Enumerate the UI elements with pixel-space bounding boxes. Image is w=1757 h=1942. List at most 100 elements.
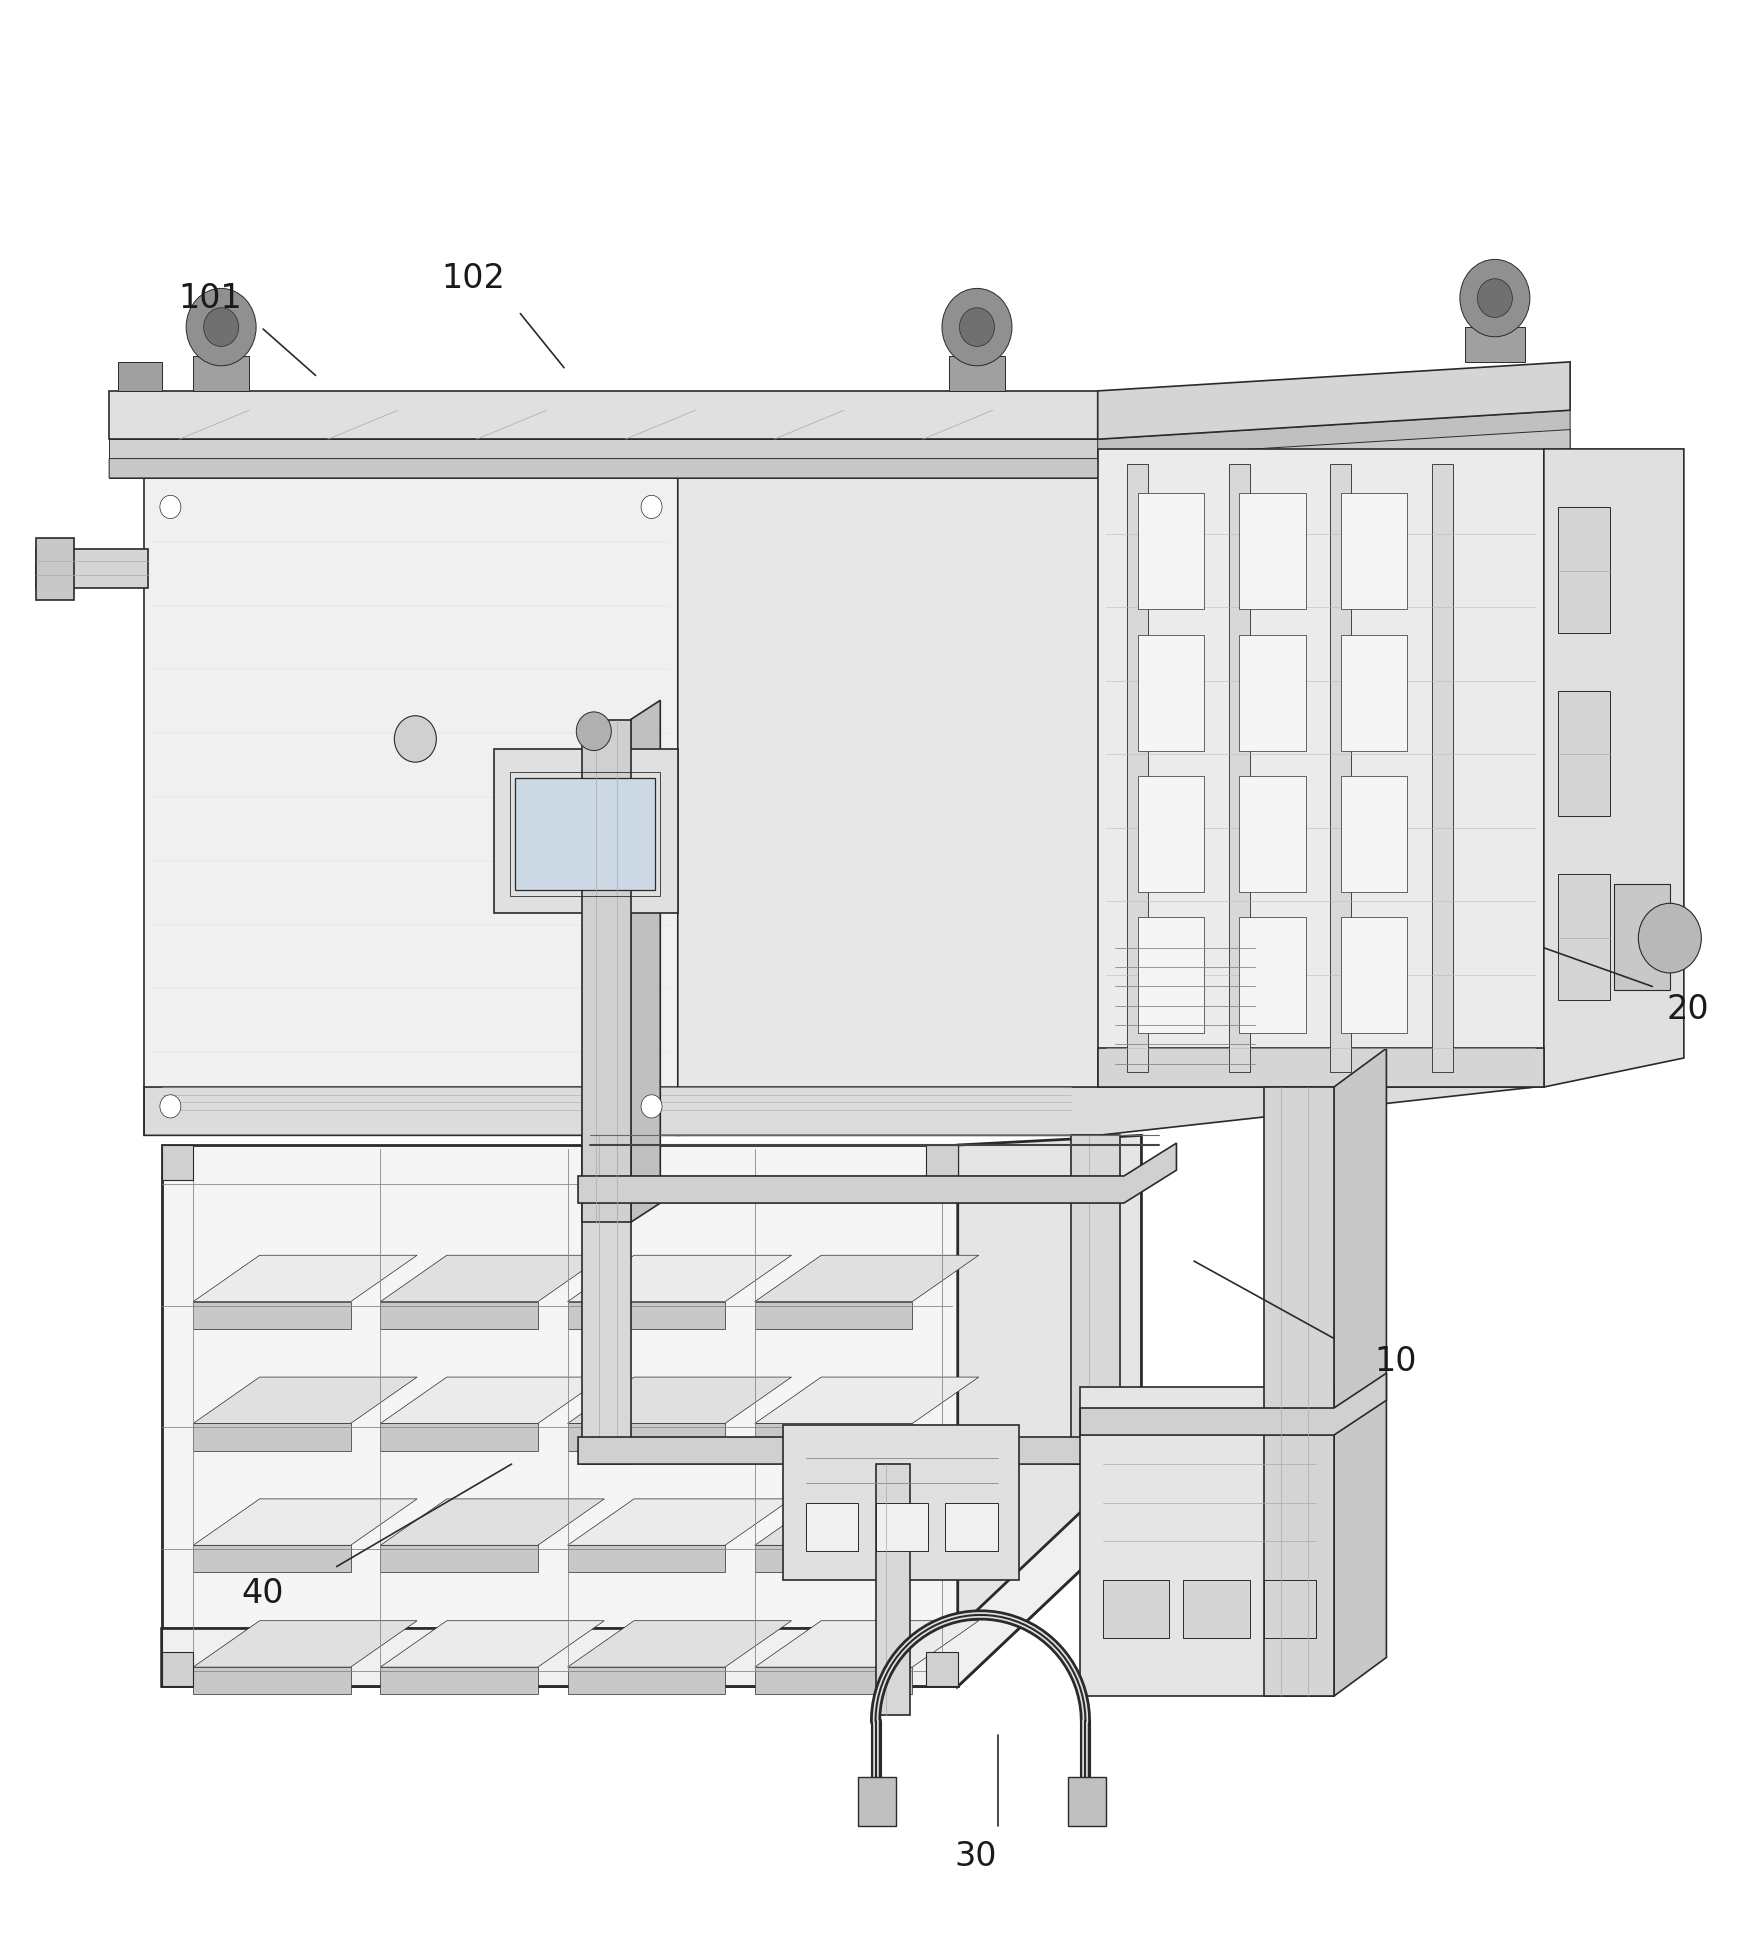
Polygon shape xyxy=(193,1622,416,1666)
Bar xyxy=(515,777,655,889)
Circle shape xyxy=(641,1095,662,1119)
Polygon shape xyxy=(582,720,631,1222)
Polygon shape xyxy=(380,1377,604,1423)
Bar xyxy=(1557,874,1609,1000)
Bar xyxy=(926,1146,958,1181)
Bar xyxy=(1557,691,1609,816)
Bar xyxy=(1066,1777,1105,1825)
Polygon shape xyxy=(1079,1373,1386,1435)
Polygon shape xyxy=(1096,1049,1543,1088)
Polygon shape xyxy=(568,1499,791,1546)
Polygon shape xyxy=(568,1423,724,1451)
Bar xyxy=(1182,1581,1249,1639)
Polygon shape xyxy=(1263,1088,1334,1695)
Text: 20: 20 xyxy=(1666,992,1708,1025)
Polygon shape xyxy=(193,1377,416,1423)
Polygon shape xyxy=(754,1666,912,1693)
Polygon shape xyxy=(754,1622,979,1666)
Polygon shape xyxy=(568,1301,724,1328)
Text: 40: 40 xyxy=(242,1577,285,1610)
Polygon shape xyxy=(380,1301,538,1328)
Text: 102: 102 xyxy=(441,262,504,295)
Bar xyxy=(1070,1136,1119,1464)
Polygon shape xyxy=(144,1049,1534,1136)
Polygon shape xyxy=(1228,464,1249,1072)
Circle shape xyxy=(1638,903,1701,973)
Polygon shape xyxy=(1334,1049,1386,1695)
Polygon shape xyxy=(631,701,661,1222)
Bar xyxy=(1137,635,1204,750)
Bar xyxy=(1341,493,1407,610)
Bar xyxy=(926,1651,958,1686)
Circle shape xyxy=(1458,260,1529,336)
Polygon shape xyxy=(958,1136,1140,1686)
Bar xyxy=(1137,775,1204,891)
Polygon shape xyxy=(1432,464,1451,1072)
Polygon shape xyxy=(1543,449,1683,1088)
Polygon shape xyxy=(193,1301,350,1328)
Text: 30: 30 xyxy=(954,1841,996,1874)
Polygon shape xyxy=(578,1404,1175,1464)
Polygon shape xyxy=(568,1255,791,1301)
Polygon shape xyxy=(380,1546,538,1573)
Bar xyxy=(1102,1581,1168,1639)
Bar xyxy=(1239,635,1305,750)
Text: 101: 101 xyxy=(179,282,242,315)
Bar xyxy=(875,1464,910,1715)
Circle shape xyxy=(204,307,239,346)
Polygon shape xyxy=(754,1255,979,1301)
Polygon shape xyxy=(578,1144,1175,1202)
Polygon shape xyxy=(35,550,148,588)
Polygon shape xyxy=(193,1423,350,1451)
Circle shape xyxy=(942,289,1012,365)
Polygon shape xyxy=(568,1622,791,1666)
Polygon shape xyxy=(193,1255,416,1301)
Circle shape xyxy=(394,717,436,761)
Polygon shape xyxy=(568,1666,724,1693)
Bar xyxy=(1341,775,1407,891)
Polygon shape xyxy=(109,429,1569,478)
Bar xyxy=(945,1503,998,1552)
Polygon shape xyxy=(568,1377,791,1423)
Polygon shape xyxy=(35,538,74,600)
Polygon shape xyxy=(494,748,678,913)
Bar xyxy=(1464,326,1523,361)
Bar xyxy=(805,1503,857,1552)
Polygon shape xyxy=(754,1423,912,1451)
Bar xyxy=(510,771,661,895)
Bar xyxy=(1239,493,1305,610)
Bar xyxy=(1137,493,1204,610)
Polygon shape xyxy=(144,478,678,1136)
Polygon shape xyxy=(380,1499,604,1546)
Circle shape xyxy=(160,495,181,519)
Polygon shape xyxy=(782,1425,1019,1581)
Polygon shape xyxy=(754,1546,912,1573)
Bar xyxy=(118,361,162,390)
Bar xyxy=(1341,917,1407,1033)
Bar xyxy=(1557,507,1609,633)
Polygon shape xyxy=(568,1546,724,1573)
Polygon shape xyxy=(380,1622,604,1666)
Circle shape xyxy=(576,713,611,750)
Polygon shape xyxy=(1079,1387,1334,1695)
Polygon shape xyxy=(1330,464,1351,1072)
Bar xyxy=(162,1146,193,1181)
Circle shape xyxy=(1476,280,1511,317)
Bar xyxy=(162,1651,193,1686)
Bar xyxy=(1263,1581,1316,1639)
Polygon shape xyxy=(162,1146,958,1686)
Bar xyxy=(1239,917,1305,1033)
Polygon shape xyxy=(1126,464,1147,1072)
Polygon shape xyxy=(754,1377,979,1423)
Polygon shape xyxy=(380,1666,538,1693)
Bar xyxy=(1239,775,1305,891)
Bar xyxy=(857,1777,896,1825)
Bar xyxy=(193,355,249,390)
Circle shape xyxy=(959,307,994,346)
Polygon shape xyxy=(380,1255,604,1301)
Bar xyxy=(1613,884,1669,990)
Polygon shape xyxy=(109,390,1096,439)
Bar xyxy=(949,355,1005,390)
Polygon shape xyxy=(754,1301,912,1328)
Polygon shape xyxy=(109,439,1096,478)
